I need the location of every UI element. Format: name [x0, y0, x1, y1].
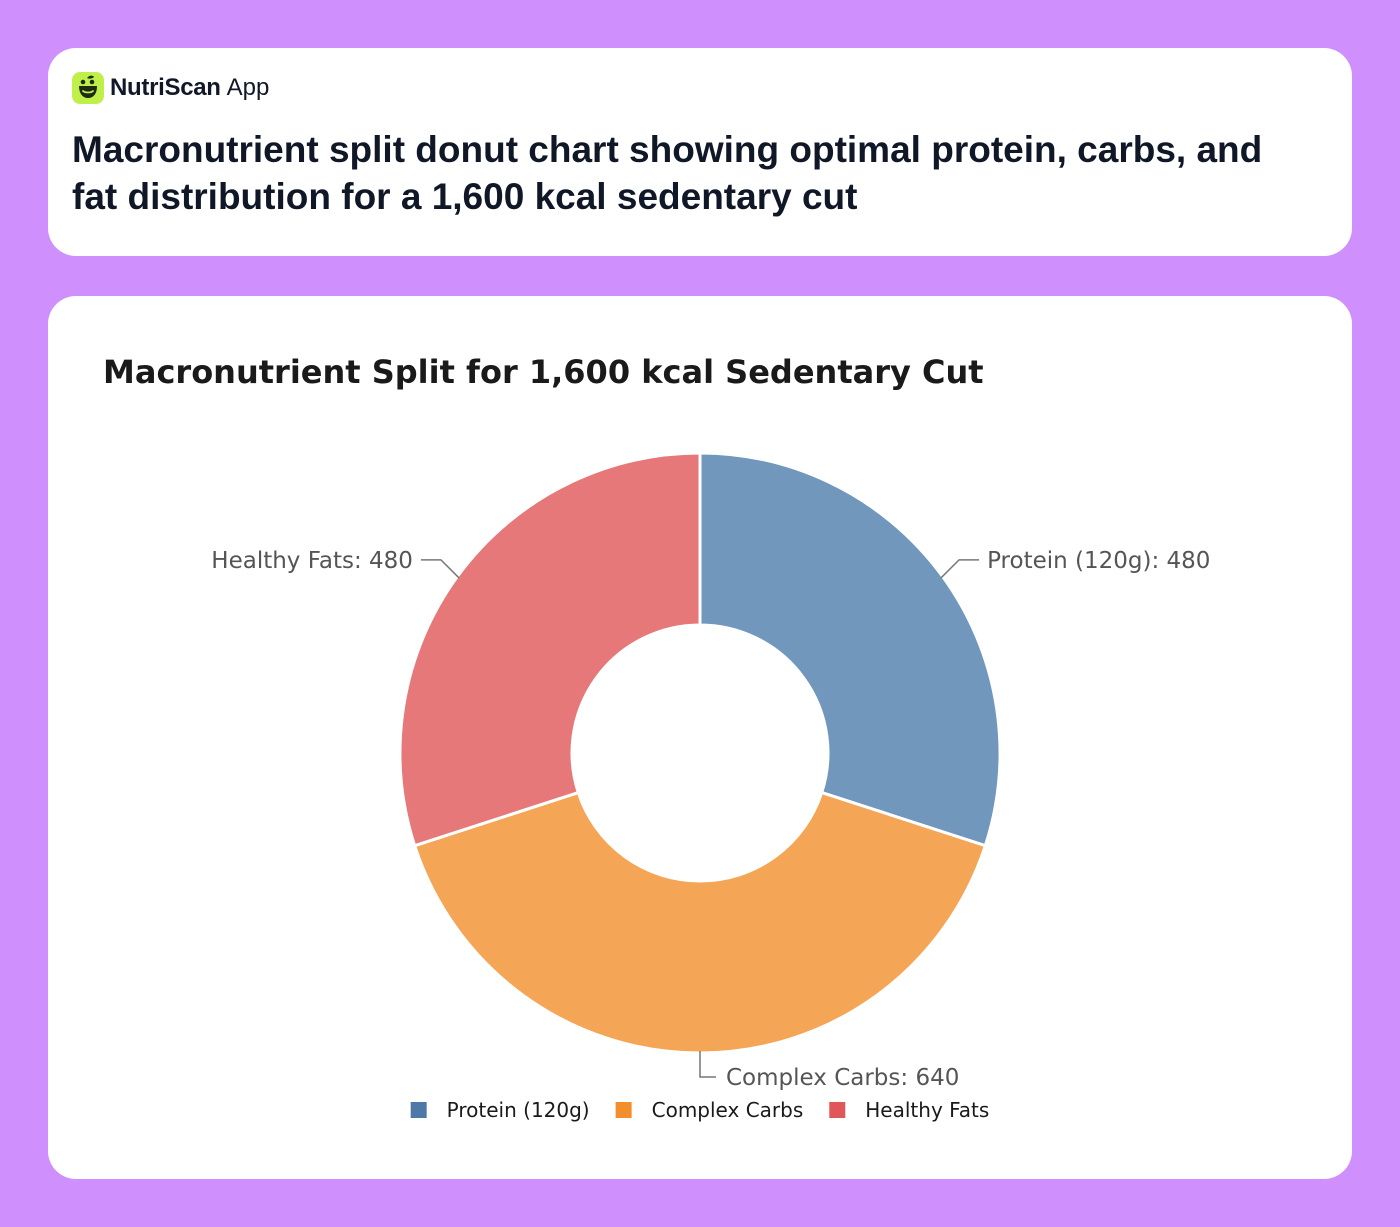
slice-label-protein-120g: Protein (120g): 480 [987, 548, 1210, 574]
leader-line [420, 559, 460, 579]
slice-healthy-fats[interactable] [398, 451, 702, 848]
header-card: NutriScan App Macronutrient split donut … [48, 48, 1352, 256]
legend-swatch [410, 1102, 427, 1118]
legend-label: Protein (120g) [447, 1098, 590, 1122]
slices-group [398, 451, 1002, 1055]
slice-labels-group: Protein (120g): 480 Complex Carbs: 640 Hea… [211, 548, 1210, 1091]
smiley-leaf-icon [72, 72, 104, 104]
slice-complex-carbs[interactable] [413, 791, 987, 1055]
legend-label: Complex Carbs [652, 1098, 804, 1122]
donut-chart: Macronutrient Split for 1,600 kcal Seden… [103, 353, 1210, 1122]
leader-line [699, 1051, 716, 1078]
legend: Protein (120g) Complex Carbs Healthy Fats [410, 1098, 989, 1122]
brand-suffix: App [226, 74, 270, 101]
slice-protein-120g[interactable] [698, 451, 1002, 848]
chart-card: Macronutrient Split for 1,600 kcal Seden… [48, 296, 1352, 1179]
slice-label-healthy-fats: Healthy Fats: 480 [211, 548, 413, 574]
leader-line [940, 559, 980, 579]
brand[interactable]: NutriScan App [72, 72, 269, 104]
chart-title: Macronutrient Split for 1,600 kcal Seden… [103, 353, 984, 391]
page-headline: Macronutrient split donut chart showing … [72, 129, 1263, 217]
legend-swatch [829, 1102, 846, 1118]
legend-swatch [615, 1102, 632, 1118]
legend-label: Healthy Fats [865, 1098, 989, 1122]
slice-label-complex-carbs: Complex Carbs: 640 [726, 1065, 959, 1091]
brand-name: NutriScan [110, 74, 221, 101]
